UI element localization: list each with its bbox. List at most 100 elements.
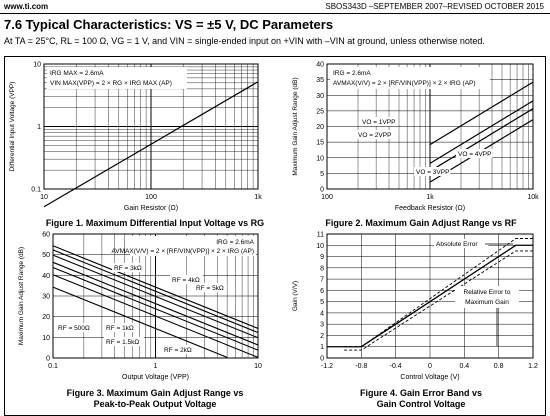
fig4-ytick-label: 6 bbox=[320, 288, 324, 295]
fig2-series-line bbox=[429, 81, 534, 146]
fig3-x-axis-label: Output Voltage (VPP) bbox=[122, 374, 189, 381]
fig3-series-line bbox=[52, 286, 228, 358]
fig3-series-line bbox=[52, 245, 259, 329]
fig4-xtick-label: 1.2 bbox=[528, 363, 538, 370]
fig2-x-axis-label: Feedback Resistor (Ω) bbox=[395, 205, 465, 212]
fig2-series-label: VO = 2VPP bbox=[358, 132, 391, 139]
fig4-ytick-label: 10 bbox=[316, 243, 324, 250]
fig1-series-line bbox=[43, 81, 259, 208]
fig3-ytick-label: 30 bbox=[42, 294, 50, 301]
fig4-ytick-label: 9 bbox=[320, 254, 324, 261]
fig4-ytick-label: 8 bbox=[320, 265, 324, 272]
fig4-xtick-label: -1.2 bbox=[321, 363, 333, 370]
fig3-y-axis-label: Maximum Gain Adjust Range (dB) bbox=[18, 247, 25, 345]
fig3-series-label: RF = 500Ω bbox=[58, 325, 90, 332]
fig4-xtick-label: 0.4 bbox=[459, 363, 469, 370]
fig2-series-label-bg bbox=[356, 130, 393, 139]
fig3-series-line bbox=[52, 274, 259, 358]
fig2-series-label-bg bbox=[360, 117, 397, 126]
fig3-ytick-label: 60 bbox=[42, 232, 50, 239]
fig2-ytick-label: 20 bbox=[316, 124, 324, 131]
fig4-xtick-label: -0.8 bbox=[355, 363, 367, 370]
fig4-ytick-label: 4 bbox=[320, 310, 324, 317]
fig2-ytick-label: 15 bbox=[316, 140, 324, 147]
document-id: SBOS343D –SEPTEMBER 2007–REVISED OCTOBER… bbox=[325, 2, 544, 11]
fig2-annotation-bg bbox=[330, 67, 490, 89]
fig4-annotation: Absolute Error bbox=[436, 241, 478, 248]
fig3-ytick-label: 10 bbox=[42, 335, 50, 342]
fig1-ytick-label: 1 bbox=[37, 124, 41, 131]
fig3-series-line bbox=[52, 254, 259, 339]
fig2-annotation: IRG = 2.6mA bbox=[333, 70, 371, 77]
fig4-ytick-label: 2 bbox=[320, 333, 324, 340]
fig3-xtick-label: 10 bbox=[254, 363, 262, 370]
fig2-xtick-label: 10k bbox=[527, 194, 539, 201]
fig3-series-line bbox=[52, 249, 259, 334]
fig4-plot-border bbox=[326, 233, 534, 359]
figure-3-caption: Figure 3. Maximum Gain Adjust Range vs P… bbox=[66, 388, 244, 409]
site-url[interactable]: www.ti.com bbox=[4, 2, 49, 11]
fig3-series-label-bg bbox=[170, 275, 203, 284]
fig1-xtick-label: 1k bbox=[254, 194, 262, 201]
fig3-series-label-bg bbox=[112, 263, 145, 272]
fig4-ytick-label: 3 bbox=[320, 322, 324, 329]
fig1-plot-border bbox=[43, 63, 259, 190]
fig4-annotation: Maximum Gain bbox=[465, 299, 509, 306]
fig2-series-label: VO = 1VPP bbox=[362, 119, 395, 126]
fig4-ytick-label: 7 bbox=[320, 277, 324, 284]
fig2-series-label-bg bbox=[456, 149, 493, 158]
fig2-annotation: AVMAX(V/V) = 2 × [RF/VIN(VPP)] × 2 × IRG… bbox=[333, 80, 476, 87]
fig4-ytick-label: 5 bbox=[320, 299, 324, 306]
fig3-series-label: RF = 2kΩ bbox=[164, 347, 192, 354]
fig3-ytick-label: 50 bbox=[42, 252, 50, 259]
fig1-ytick-label: 0.1 bbox=[31, 187, 41, 194]
fig3-annotation: AVMAX(V/V) = 2 × [RF/VIN(VPP)] × 2 × IRG… bbox=[111, 248, 254, 255]
fig3-series-label-bg bbox=[194, 283, 227, 292]
fig2-ytick-label: 40 bbox=[316, 62, 324, 69]
fig3-series-label-bg bbox=[56, 323, 93, 332]
fig1-annotation-bg bbox=[47, 67, 187, 89]
figure-1-caption: Figure 1. Maximum Differential Input Vol… bbox=[45, 218, 265, 228]
fig3-annotation-bg bbox=[130, 236, 256, 256]
fig3-ytick-label: 40 bbox=[42, 273, 50, 280]
fig2-xtick-label: 1k bbox=[426, 194, 434, 201]
fig2-xtick-label: 100 bbox=[321, 194, 333, 201]
fig4-annotation-bg bbox=[434, 239, 489, 248]
fig2-series-label: VO = 3VPP bbox=[416, 169, 449, 176]
fig3-series-label-bg bbox=[104, 323, 137, 332]
fig2-ytick-label: 10 bbox=[316, 155, 324, 162]
fig3-series-label: RF = 3kΩ bbox=[114, 265, 142, 272]
header-rule bbox=[0, 13, 550, 14]
fig2-ytick-label: 30 bbox=[316, 93, 324, 100]
fig1-annotation: VIN MAX(VPP) = 2 × RG × IRG MAX (AP) bbox=[50, 80, 172, 87]
fig4-error-band-line bbox=[344, 238, 533, 348]
fig3-series-label: RF = 4kΩ bbox=[172, 277, 200, 284]
fig4-annotation-bg bbox=[455, 286, 519, 308]
fig2-ytick-label: 5 bbox=[320, 171, 324, 178]
fig4-xtick-label: 0.8 bbox=[494, 363, 504, 370]
fig3-series-line bbox=[52, 261, 259, 346]
fig1-y-axis-label: Differential Input Voltage (VPP) bbox=[9, 82, 16, 172]
fig3-xtick-label: 1 bbox=[154, 363, 158, 370]
fig1-ytick-label: 10 bbox=[33, 62, 41, 69]
fig2-ytick-label: 25 bbox=[316, 108, 324, 115]
fig3-series-label-bg bbox=[104, 337, 144, 346]
fig3-annotation: IRG = 2.6mA bbox=[216, 239, 254, 246]
figure-4-caption: Figure 4. Gain Error Band vs Gain Contro… bbox=[359, 388, 483, 409]
fig4-ytick-label: 0 bbox=[320, 356, 324, 363]
fig3-series-line bbox=[52, 266, 259, 351]
fig3-plot-border bbox=[52, 233, 259, 359]
fig1-xtick-label: 100 bbox=[145, 194, 157, 201]
fig2-ytick-label: 0 bbox=[320, 187, 324, 194]
test-conditions: At TA = 25°C, RL = 100 Ω, VG = 1 V, and … bbox=[4, 36, 485, 46]
fig2-series-label-bg bbox=[414, 167, 451, 176]
fig1-x-axis-label: Gain Resistor (Ω) bbox=[124, 205, 178, 212]
fig3-ytick-label: 0 bbox=[46, 356, 50, 363]
fig3-series-label: RF = 5kΩ bbox=[196, 285, 224, 292]
fig3-xtick-label: 0.1 bbox=[48, 363, 58, 370]
figure-2-caption: Figure 2. Maximum Gain Adjust Range vs R… bbox=[325, 218, 517, 228]
fig2-series-line bbox=[429, 100, 534, 164]
fig4-xtick-label: -0.4 bbox=[390, 363, 402, 370]
fig4-x-axis-label: Control Voltage (V) bbox=[400, 374, 459, 381]
